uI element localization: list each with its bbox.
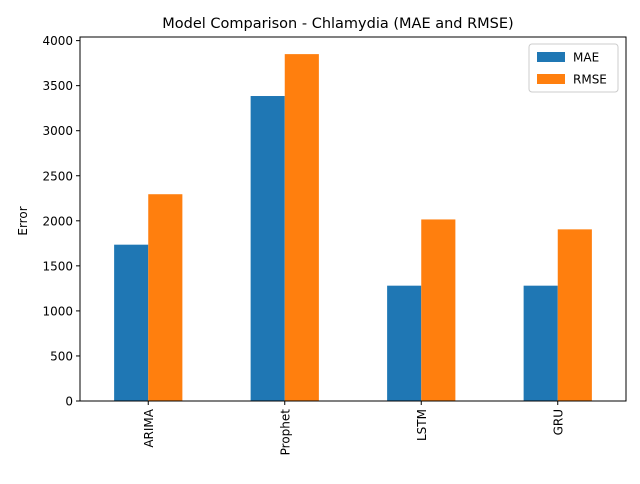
y-tick-label: 3500	[42, 79, 73, 93]
x-tick-label: LSTM	[415, 409, 429, 441]
y-tick-label: 0	[65, 395, 73, 409]
y-tick-label: 1500	[42, 259, 73, 273]
y-tick-label: 1000	[42, 304, 73, 318]
bar-rmse-prophet	[284, 54, 319, 402]
bars-group	[114, 54, 592, 402]
x-tick-label: Prophet	[278, 409, 292, 456]
legend-label-mae: MAE	[573, 51, 599, 65]
y-tick-label: 500	[50, 349, 73, 363]
legend-swatch-mae	[537, 52, 565, 62]
bar-mae-prophet	[250, 96, 285, 401]
y-tick-label: 3000	[42, 124, 73, 138]
y-tick-label: 4000	[42, 34, 73, 48]
bar-mae-gru	[523, 285, 558, 401]
plot-frame	[79, 36, 627, 402]
y-ticks-group: 0 500 1000 1500 2000 2500 3000 3500 4000	[42, 34, 80, 409]
y-tick-label: 2000	[42, 214, 73, 228]
legend-label-rmse: RMSE	[573, 73, 607, 87]
bar-rmse-arima	[148, 194, 183, 401]
bar-mae-arima	[114, 244, 149, 401]
bar-rmse-lstm	[421, 219, 456, 401]
x-ticks-group: ARIMA Prophet LSTM GRU	[142, 401, 565, 456]
x-tick-label: ARIMA	[142, 408, 156, 447]
bar-mae-lstm	[387, 285, 422, 401]
y-axis-label: Error	[16, 206, 30, 235]
bar-rmse-gru	[557, 229, 592, 401]
legend: MAE RMSE	[528, 43, 619, 93]
chart-title: Model Comparison - Chlamydia (MAE and RM…	[162, 16, 513, 32]
legend-swatch-rmse	[537, 74, 565, 84]
y-tick-label: 2500	[42, 169, 73, 183]
x-tick-label: GRU	[551, 409, 565, 435]
